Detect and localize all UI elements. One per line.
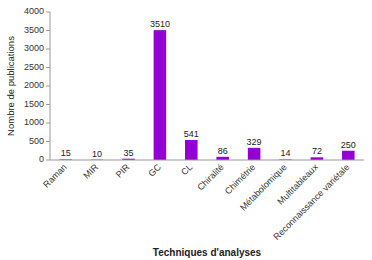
data-labels: 15 10 35 3510 541 86 329 14 72 250 xyxy=(61,19,356,159)
bar xyxy=(248,148,261,160)
data-label: 541 xyxy=(184,129,199,139)
y-tick xyxy=(46,123,50,124)
chart: 0 500 1000 1500 2000 2500 3000 3500 4000 15 10 35 35… xyxy=(0,0,372,260)
y-tick-label: 4000 xyxy=(24,6,44,16)
x-tick-label: CL xyxy=(179,162,194,177)
y-tick xyxy=(46,12,50,13)
y-axis: 0 500 1000 1500 2000 2500 3000 3500 4000 xyxy=(24,6,50,164)
data-label: 14 xyxy=(280,148,290,158)
chart-container: 0 500 1000 1500 2000 2500 3000 3500 4000 15 10 35 35… xyxy=(0,0,372,260)
data-label: 72 xyxy=(312,146,322,156)
x-tick-label: GC xyxy=(146,162,163,179)
y-tick-label: 2000 xyxy=(24,80,44,90)
y-tick-label: 1500 xyxy=(24,99,44,109)
bar xyxy=(154,30,167,160)
data-label: 86 xyxy=(218,146,228,156)
bar xyxy=(342,151,355,160)
x-tick-label: Chiralité xyxy=(195,162,225,192)
bars xyxy=(59,30,354,160)
y-tick-label: 0 xyxy=(39,154,44,164)
y-tick xyxy=(46,67,50,68)
y-tick xyxy=(46,160,50,161)
x-axis-title: Techniques d'analyses xyxy=(153,247,262,258)
data-label: 250 xyxy=(341,140,356,150)
y-tick xyxy=(46,49,50,50)
y-tick xyxy=(46,86,50,87)
y-tick xyxy=(46,141,50,142)
y-axis-line xyxy=(50,12,51,160)
x-tick-label: PIR xyxy=(114,162,132,180)
y-tick-label: 1000 xyxy=(24,117,44,127)
x-axis: RamanMIRPIRGCCLChiralitéChimétrieMétabol… xyxy=(41,160,364,242)
y-axis-title: Nombre de publications xyxy=(5,36,16,136)
y-tick-label: 500 xyxy=(29,136,44,146)
data-label: 10 xyxy=(92,149,102,159)
x-tick-label: Reconnaissance variétale xyxy=(271,162,351,242)
data-label: 3510 xyxy=(150,19,170,29)
y-tick xyxy=(46,104,50,105)
data-label: 15 xyxy=(61,148,71,158)
data-label: 35 xyxy=(123,148,133,158)
x-axis-line xyxy=(50,160,364,161)
bar xyxy=(185,140,198,160)
y-tick-label: 3000 xyxy=(24,43,44,53)
data-label: 329 xyxy=(247,137,262,147)
y-tick-label: 3500 xyxy=(24,25,44,35)
y-tick xyxy=(46,30,50,31)
x-tick-label: MIR xyxy=(81,162,100,181)
y-tick-label: 2500 xyxy=(24,62,44,72)
x-tick-label: Raman xyxy=(41,162,69,190)
